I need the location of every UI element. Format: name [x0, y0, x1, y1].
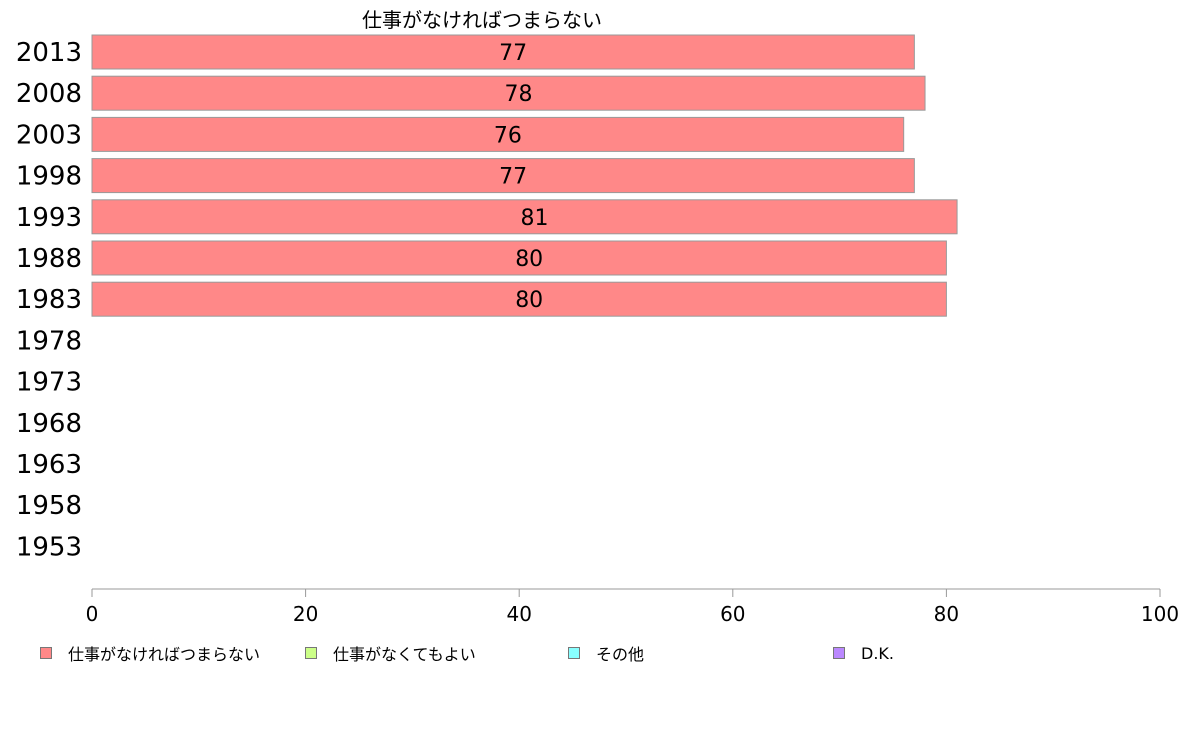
x-tick-label: 20 — [293, 602, 318, 626]
data-label: 77 — [499, 165, 527, 190]
bar-segment-1 — [91, 199, 958, 235]
y-category-label: 1953 — [16, 532, 82, 562]
legend-label-1: 仕事がなければつまらない — [68, 645, 261, 664]
x-tick-label: 0 — [86, 602, 99, 626]
y-category-label: 2013 — [16, 38, 82, 68]
legend-item-4: D.K. — [833, 642, 894, 664]
legend-item-1: 仕事がなければつまらない — [40, 642, 260, 664]
y-category-label: 1968 — [16, 409, 82, 439]
legend-label-2: 仕事がなくてもよい — [333, 645, 476, 664]
y-category-label: 2003 — [16, 120, 82, 150]
data-labels-layer: 77 78 76 77 81 80 80 — [494, 41, 549, 313]
y-category-label: 1963 — [16, 450, 82, 480]
y-category-label: 2008 — [16, 79, 82, 109]
x-tick-label: 80 — [934, 602, 959, 626]
data-label: 78 — [505, 82, 533, 107]
y-category-label: 1983 — [16, 285, 82, 315]
chart-title: 仕事がなければつまらない — [362, 8, 602, 32]
bar-segment-1 — [91, 240, 947, 276]
x-tick-label: 100 — [1141, 602, 1179, 626]
legend-swatch-2 — [305, 647, 317, 659]
legend-item-2: 仕事がなくてもよい — [305, 642, 476, 664]
y-category-labels: 2013 2008 2003 1998 1993 1988 1983 1978 1973 1968… — [16, 38, 82, 562]
bar-segment-1 — [91, 281, 947, 317]
legend-item-3: その他 — [568, 642, 644, 664]
data-label: 80 — [515, 288, 543, 313]
x-axis: 0 20 40 60 80 100 — [86, 588, 1179, 626]
x-tick-label: 40 — [506, 602, 531, 626]
y-category-label: 1978 — [16, 326, 82, 356]
y-category-label: 1958 — [16, 491, 82, 521]
legend: 仕事がなければつまらない 仕事がなくてもよい その他 D.K. — [0, 642, 1188, 666]
data-label: 81 — [521, 206, 549, 231]
y-category-label: 1993 — [16, 203, 82, 233]
legend-swatch-1 — [40, 647, 52, 659]
legend-label-4: D.K. — [861, 643, 894, 663]
bar-segment-1 — [91, 158, 915, 194]
y-category-label: 1973 — [16, 368, 82, 398]
bar-segment-1 — [91, 116, 905, 152]
x-tick-label: 60 — [720, 602, 745, 626]
data-label: 77 — [499, 41, 527, 66]
data-label: 76 — [494, 123, 522, 148]
bar-segment-1 — [91, 34, 915, 70]
legend-label-3: その他 — [596, 645, 645, 664]
y-category-label: 1988 — [16, 244, 82, 274]
legend-swatch-4 — [833, 647, 845, 659]
y-category-label: 1998 — [16, 162, 82, 192]
legend-swatch-3 — [568, 647, 580, 659]
data-label: 80 — [515, 247, 543, 272]
bars-layer — [91, 34, 958, 317]
bar-segment-1 — [91, 75, 926, 111]
